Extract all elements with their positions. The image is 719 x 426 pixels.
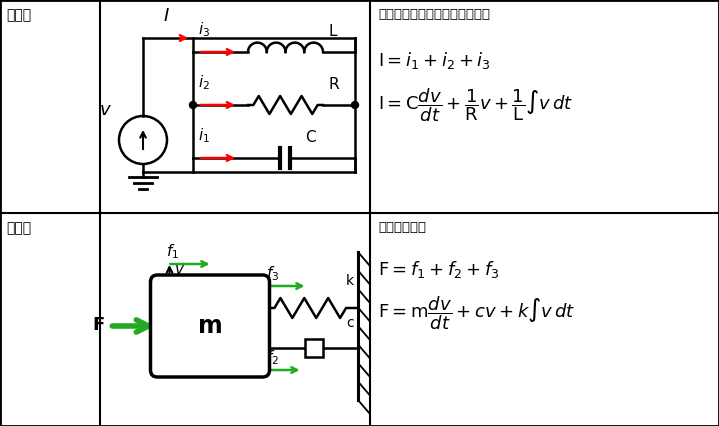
- Text: $f_3$: $f_3$: [265, 264, 279, 283]
- Text: 機械系: 機械系: [6, 221, 31, 235]
- Text: c: c: [346, 316, 354, 330]
- Text: キルヒホッフの電流保存則より: キルヒホッフの電流保存則より: [378, 8, 490, 21]
- Text: $f_2$: $f_2$: [265, 348, 278, 367]
- Text: $v$: $v$: [175, 262, 186, 277]
- Text: L: L: [328, 24, 336, 39]
- Circle shape: [352, 101, 359, 109]
- FancyBboxPatch shape: [150, 275, 270, 377]
- Text: $\mathrm{I} = i_1 + i_2 + i_3$: $\mathrm{I} = i_1 + i_2 + i_3$: [378, 50, 490, 71]
- Text: 力の平衡より: 力の平衡より: [378, 221, 426, 234]
- Text: $f_1$: $f_1$: [165, 242, 178, 261]
- Text: $I$: $I$: [163, 7, 170, 25]
- Text: $\mathrm{F} = \mathrm{m}\dfrac{dv}{dt} + cv + k\int v\,dt$: $\mathrm{F} = \mathrm{m}\dfrac{dv}{dt} +…: [378, 294, 575, 332]
- Text: $\mathrm{I} = \mathrm{C}\dfrac{dv}{dt} + \dfrac{1}{\mathrm{R}}v + \dfrac{1}{\mat: $\mathrm{I} = \mathrm{C}\dfrac{dv}{dt} +…: [378, 86, 574, 124]
- Text: $\mathrm{F} = f_1 + f_2 + f_3$: $\mathrm{F} = f_1 + f_2 + f_3$: [378, 259, 500, 280]
- Text: R: R: [328, 77, 339, 92]
- Circle shape: [190, 101, 196, 109]
- Bar: [306, 339, 324, 357]
- Text: $i_3$: $i_3$: [198, 20, 210, 39]
- Text: $i_1$: $i_1$: [198, 126, 210, 145]
- Text: k: k: [346, 274, 354, 288]
- Text: $v$: $v$: [99, 101, 111, 119]
- Text: m: m: [198, 314, 222, 338]
- Text: 電気系: 電気系: [6, 8, 31, 22]
- Text: $i_2$: $i_2$: [198, 73, 210, 92]
- Text: C: C: [305, 130, 316, 145]
- Text: F: F: [92, 316, 104, 334]
